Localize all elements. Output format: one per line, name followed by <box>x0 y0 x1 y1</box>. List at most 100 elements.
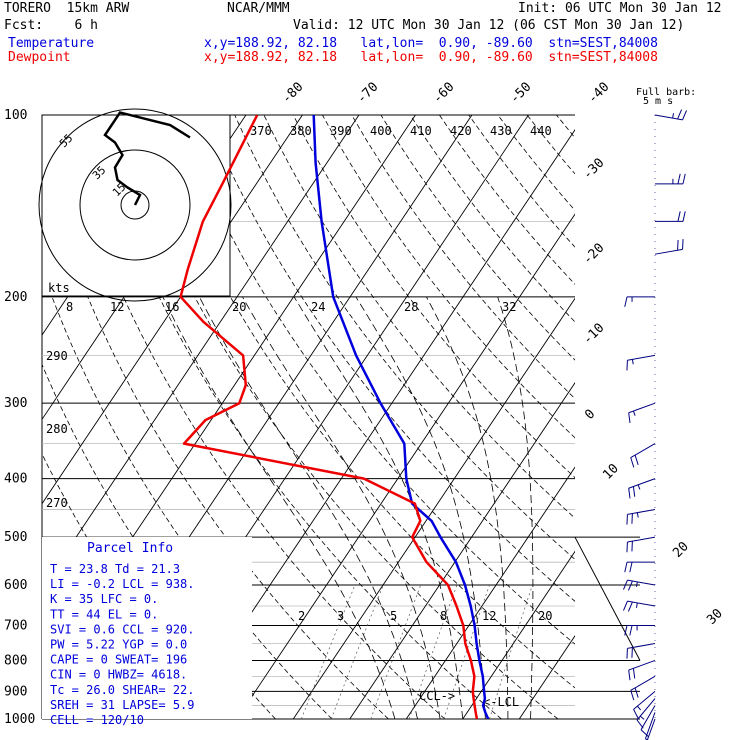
wind-barb <box>655 173 686 185</box>
ccl-label: CCL-> <box>419 689 455 703</box>
dry-adiabat-line <box>322 115 575 439</box>
dry-adiabat-line <box>234 115 575 560</box>
right-isotherm-label: -10 <box>580 321 607 348</box>
moist-adiabat-line <box>497 296 534 719</box>
right-isotherm-label: 20 <box>670 539 692 561</box>
wind-barb <box>624 624 655 636</box>
valid-time: Valid: 12 UTC Mon 30 Jan 12 (06 CST Mon … <box>293 18 685 33</box>
dry-adiabat-line <box>586 115 740 719</box>
temperature-label: Temperature <box>8 36 95 51</box>
dry-adiabat-line <box>380 115 575 361</box>
theta-e-label: 32 <box>502 300 516 314</box>
init-time: Init: 06 UTC Mon 30 Jan 12 <box>518 1 722 16</box>
wind-barb <box>630 443 656 468</box>
lcl-label: <-LCL <box>483 695 519 709</box>
pressure-label-700: 700 <box>4 618 27 633</box>
wind-barb <box>624 296 655 307</box>
top-isotherm-label: -60 <box>430 80 457 107</box>
wind-barb <box>654 109 687 121</box>
theta-label: 440 <box>530 124 552 138</box>
hodograph-trace <box>103 111 191 206</box>
dry-adiabat-label: 280 <box>46 422 68 436</box>
isotherm-line <box>689 115 740 719</box>
theta-label: 400 <box>370 124 392 138</box>
wind-barb <box>633 690 656 719</box>
dewpoint-location: x,y=188.92, 82.18 lat,lon= 0.90, -89.60 … <box>204 50 658 65</box>
mixing-ratio-label: 3 <box>337 609 344 623</box>
wind-barb <box>628 402 656 423</box>
dry-adiabat-label: 270 <box>46 496 68 510</box>
isotherm-line <box>42 115 303 505</box>
right-isotherm-label: -30 <box>580 156 607 183</box>
mixing-ratio-line <box>489 584 533 719</box>
wind-barb <box>636 698 656 729</box>
dry-adiabat-line <box>468 115 575 248</box>
model-title: TORERO 15km ARW <box>4 1 130 16</box>
dry-adiabat-line <box>146 115 575 689</box>
right-isotherm-label: -20 <box>580 241 607 268</box>
hodograph-ring <box>79 149 191 261</box>
theta-e-label: 28 <box>404 300 418 314</box>
parcel-info-row: SVI = 0.6 CCL = 920. <box>50 622 195 636</box>
wind-barb <box>626 354 656 371</box>
dry-adiabat-line <box>205 115 575 602</box>
dry-adiabat-line <box>58 115 446 719</box>
dewpoint-label: Dewpoint <box>8 50 71 65</box>
theta-label: 380 <box>290 124 312 138</box>
hodograph-unit-label: kts <box>48 281 70 295</box>
isotherm-line <box>292 297 575 719</box>
barb-legend-line2: 5 m s <box>643 96 673 107</box>
wind-barb <box>626 643 656 659</box>
theta-label: 430 <box>490 124 512 138</box>
mixing-ratio-line <box>300 584 356 719</box>
theta-e-label: 8 <box>66 300 73 314</box>
theta-e-label: 20 <box>232 300 246 314</box>
parcel-info-panel <box>42 537 252 719</box>
isotherm-line <box>576 115 740 719</box>
parcel-info-row: K = 35 LFC = 0. <box>50 592 158 606</box>
dry-adiabat-line <box>497 115 575 211</box>
parcel-info-row: SREH = 31 LAPSE= 5.9 <box>50 698 195 712</box>
theta-e-label: 24 <box>311 300 325 314</box>
dry-adiabat-line <box>556 115 575 139</box>
mixing-ratio-line <box>330 584 384 719</box>
right-isotherm-label: 10 <box>600 461 622 483</box>
parcel-info-row: CAPE = 0 SWEAT= 196 <box>50 653 187 667</box>
wind-barb <box>630 675 656 701</box>
org-label: NCAR/MMM <box>227 1 290 16</box>
isotherm-line <box>236 213 575 719</box>
mixing-ratio-line <box>370 584 422 719</box>
wind-barb <box>646 718 656 740</box>
parcel-info-row: Tc = 26.0 SHEAR= 22. <box>50 683 195 697</box>
mixing-ratio-line <box>443 584 490 719</box>
dry-adiabat-line <box>351 115 575 400</box>
pressure-label-500: 500 <box>4 530 27 545</box>
right-isotherm-label: 0 <box>582 407 598 423</box>
theta-e-label: 12 <box>110 300 124 314</box>
parcel-info-row: T = 23.8 Td = 21.3 <box>50 562 180 576</box>
forecast-hour: Fcst: 6 h <box>4 18 98 33</box>
moist-adiabat-line <box>293 296 464 719</box>
theta-e-label: 16 <box>165 300 179 314</box>
mixing-ratio-label: 2 <box>298 609 305 623</box>
dry-adiabat-line <box>88 115 502 719</box>
parcel-info-row: TT = 44 EL = 0. <box>50 607 158 621</box>
parcel-info-row: PW = 5.22 YGP = 0.0 <box>50 638 187 652</box>
top-isotherm-label: -80 <box>279 80 306 107</box>
wind-barb <box>626 536 656 553</box>
dry-adiabat-line <box>175 115 575 645</box>
pressure-label-100: 100 <box>4 108 27 123</box>
dry-adiabat-line <box>526 115 575 175</box>
wind-barb <box>640 705 656 738</box>
parcel-info-row: LI = -0.2 LCL = 938. <box>50 577 195 591</box>
top-isotherm-label: -40 <box>585 80 612 107</box>
mixing-ratio-label: 12 <box>482 609 496 623</box>
mixing-ratio-label: 8 <box>440 609 447 623</box>
parcel-info-title: Parcel Info <box>87 541 173 556</box>
theta-label: 370 <box>250 124 272 138</box>
temperature-location: x,y=188.92, 82.18 lat,lon= 0.90, -89.60 … <box>204 36 658 51</box>
moist-adiabat-line <box>426 296 509 719</box>
pressure-label-800: 800 <box>4 653 27 668</box>
isotherm-line <box>349 381 575 719</box>
dry-adiabat-label: 290 <box>46 349 68 363</box>
